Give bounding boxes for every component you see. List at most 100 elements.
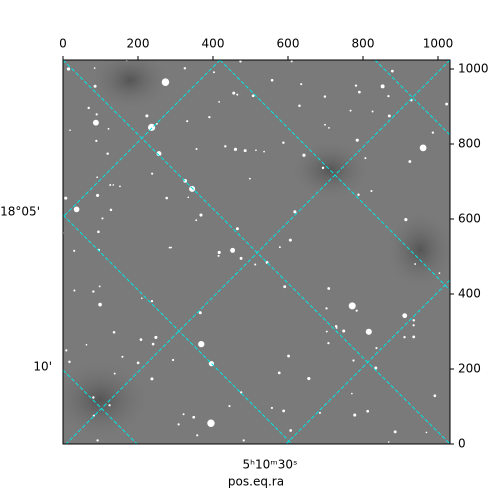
star <box>277 371 281 375</box>
star <box>414 263 417 265</box>
star <box>170 246 173 249</box>
star <box>325 330 328 333</box>
star <box>177 423 180 426</box>
star <box>119 185 121 188</box>
star <box>92 119 99 126</box>
star <box>402 313 408 319</box>
star <box>101 217 104 220</box>
star <box>165 196 169 200</box>
star <box>155 122 158 125</box>
star <box>68 360 71 364</box>
star <box>404 218 408 222</box>
star <box>325 307 328 310</box>
star <box>96 439 99 442</box>
star <box>365 328 372 335</box>
star <box>263 150 265 153</box>
star <box>393 430 397 434</box>
star <box>324 123 326 126</box>
star <box>187 196 190 199</box>
star <box>255 149 257 152</box>
star <box>239 256 243 260</box>
star <box>156 151 162 157</box>
star <box>196 434 199 437</box>
star <box>366 409 370 413</box>
star <box>236 93 239 96</box>
star <box>150 377 154 381</box>
star <box>96 176 99 179</box>
x-tick-label: 0 <box>59 37 67 51</box>
star <box>239 60 242 63</box>
star <box>151 342 155 346</box>
star <box>355 309 358 312</box>
star <box>228 405 231 408</box>
star <box>387 94 390 98</box>
star <box>95 139 98 142</box>
star <box>288 238 292 242</box>
star <box>217 250 221 255</box>
star <box>66 67 71 71</box>
star <box>141 297 143 299</box>
star <box>208 115 211 119</box>
star <box>270 78 274 82</box>
star <box>242 439 245 442</box>
coordinate-grid <box>63 60 450 444</box>
star <box>198 340 205 348</box>
star <box>232 91 236 95</box>
star <box>233 147 238 151</box>
star <box>370 189 373 193</box>
star <box>283 285 287 289</box>
y-tick-label: 0 <box>458 437 466 451</box>
star <box>218 101 220 103</box>
star <box>148 123 156 131</box>
star <box>73 249 76 252</box>
star <box>270 406 274 410</box>
star <box>151 172 154 175</box>
star <box>69 129 71 131</box>
star <box>375 347 378 350</box>
star <box>195 147 198 151</box>
star <box>107 127 110 130</box>
star <box>348 302 356 310</box>
star <box>73 289 76 292</box>
star <box>235 227 239 231</box>
star <box>358 90 361 94</box>
star <box>353 413 357 417</box>
star <box>328 127 330 129</box>
star <box>374 366 378 370</box>
star <box>287 354 290 358</box>
star <box>113 372 116 375</box>
star <box>412 319 415 322</box>
star <box>302 153 306 157</box>
x-tick-label: 800 <box>352 37 375 51</box>
star <box>189 185 196 192</box>
star <box>387 441 390 443</box>
star <box>85 343 88 346</box>
star <box>192 415 196 419</box>
y-tick-label: 1000 <box>458 62 489 76</box>
star <box>195 219 198 222</box>
star <box>321 166 325 170</box>
star <box>419 144 427 152</box>
star <box>387 114 391 118</box>
star <box>300 83 303 86</box>
sky-image <box>63 60 450 444</box>
star <box>145 114 149 118</box>
star <box>327 287 331 290</box>
star <box>412 324 415 327</box>
star <box>73 206 80 213</box>
star <box>92 290 95 293</box>
y-tick-label: 800 <box>458 137 481 151</box>
star <box>371 110 374 113</box>
star <box>97 230 100 234</box>
star <box>251 94 255 98</box>
star <box>150 299 154 303</box>
axes-frame <box>62 59 451 445</box>
star <box>318 411 321 414</box>
star <box>412 335 416 339</box>
star <box>390 69 394 73</box>
star <box>87 106 90 110</box>
star <box>307 376 311 381</box>
star <box>282 141 285 144</box>
x-axis-label: pos.eq.ra <box>228 475 284 489</box>
